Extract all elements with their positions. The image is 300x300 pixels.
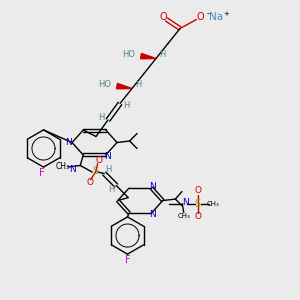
Text: N: N xyxy=(150,210,156,219)
Text: O: O xyxy=(95,156,102,165)
Text: Na: Na xyxy=(209,11,223,22)
Text: HO: HO xyxy=(122,50,135,58)
Text: O: O xyxy=(194,212,201,221)
Text: H: H xyxy=(159,50,165,59)
Text: N: N xyxy=(69,165,76,174)
Text: H: H xyxy=(135,80,141,89)
Text: CH₃: CH₃ xyxy=(177,213,190,219)
Polygon shape xyxy=(117,83,132,89)
Polygon shape xyxy=(141,53,156,59)
Text: CH₃: CH₃ xyxy=(56,163,70,172)
Text: H: H xyxy=(98,113,105,122)
Text: N: N xyxy=(182,198,189,207)
Text: F: F xyxy=(39,167,45,178)
Text: F: F xyxy=(125,254,130,265)
Text: N: N xyxy=(150,182,156,191)
Text: -: - xyxy=(206,10,209,19)
Text: H: H xyxy=(123,101,130,110)
Text: +: + xyxy=(224,11,230,16)
Text: N: N xyxy=(104,152,111,161)
Text: N: N xyxy=(65,138,72,147)
Text: H: H xyxy=(109,185,115,194)
Text: O: O xyxy=(194,187,201,196)
Text: S: S xyxy=(93,167,99,176)
Text: O: O xyxy=(160,11,167,22)
Text: HO: HO xyxy=(98,80,111,88)
Text: O: O xyxy=(86,178,93,187)
Text: O: O xyxy=(196,12,204,22)
Text: H: H xyxy=(105,166,112,175)
Text: CH₃: CH₃ xyxy=(207,201,220,207)
Text: S: S xyxy=(195,199,201,208)
